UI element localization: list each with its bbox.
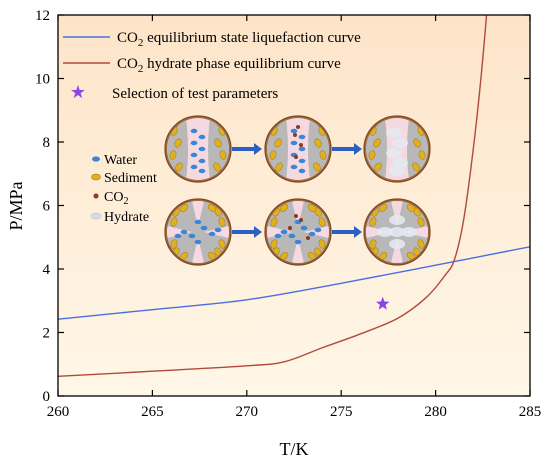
legend-label-liquefaction: CO2 equilibrium state liquefaction curve: [117, 30, 361, 49]
water-icon: [92, 156, 100, 162]
y-tick-label: 2: [43, 326, 51, 342]
x-tick-label: 275: [330, 404, 353, 420]
x-tick-label: 270: [236, 404, 259, 420]
inset-legend-label-water: Water: [104, 153, 137, 168]
y-tick-label: 10: [35, 72, 50, 88]
hydrate-process-illustration: [164, 115, 431, 266]
x-tick-label: 280: [424, 404, 447, 420]
legend: CO2 equilibrium state liquefaction curve…: [63, 30, 361, 102]
ticks-layer: 260 265 270 275 280 285 0 2 4 6 8 10 12: [35, 8, 541, 420]
series-layer: [58, 15, 530, 378]
x-axis-title: T/K: [280, 439, 309, 459]
x-tick-label: 260: [47, 404, 70, 420]
pore-diagram-5: [363, 198, 431, 266]
pore-diagram-4: [264, 198, 332, 266]
pore-diagram-2: [363, 115, 431, 183]
x-tick-label: 265: [141, 404, 164, 420]
legend-label-hydrate-equilibrium: CO2 hydrate phase equilibrium curve: [117, 56, 341, 75]
y-tick-label: 0: [43, 389, 51, 405]
pore-diagram-0: [164, 115, 232, 183]
x-tick-label: 285: [519, 404, 542, 420]
series-line-0: [58, 246, 530, 320]
y-tick-label: 6: [43, 199, 51, 215]
y-tick-label: 4: [43, 262, 51, 278]
inset-legend: Water Sediment CO2 Hydrate: [90, 153, 157, 225]
co2-icon: [93, 193, 99, 199]
pore-diagram-3: [164, 198, 232, 266]
test-parameter-star: [376, 296, 390, 310]
legend-star-icon: ★: [70, 82, 86, 102]
inset-legend-label-sediment: Sediment: [104, 171, 157, 186]
y-tick-label: 12: [35, 8, 50, 24]
inset-legend-label-co2: CO2: [104, 190, 128, 207]
legend-label-test-parameters: Selection of test parameters: [112, 86, 278, 102]
y-axis-title: P/MPa: [6, 181, 26, 230]
y-tick-label: 8: [43, 135, 51, 151]
sediment-icon: [91, 173, 101, 181]
inset-legend-label-hydrate: Hydrate: [104, 210, 149, 225]
hydrate-icon: [90, 212, 102, 220]
pore-diagram-1: [264, 115, 332, 183]
series-line-1: [58, 15, 488, 378]
